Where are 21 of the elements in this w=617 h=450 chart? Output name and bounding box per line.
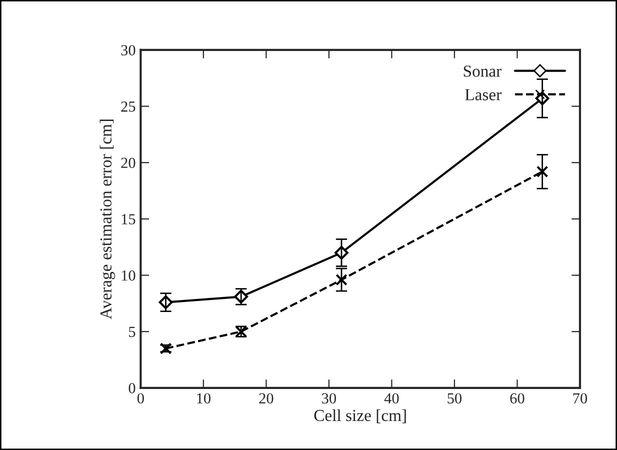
y-axis-title: Average estimation error [cm]	[100, 120, 115, 320]
y-tick-label: 30	[121, 45, 136, 56]
y-tick-label: 10	[122, 270, 136, 281]
y-tick-label: 5	[129, 326, 136, 338]
x-tick-label: 50	[448, 393, 462, 404]
y-tick-label: 25	[121, 101, 136, 112]
point	[536, 166, 548, 178]
legend-label: Laser	[465, 89, 502, 100]
x-tick-label: 20	[259, 393, 274, 404]
point	[336, 274, 348, 286]
x-tick-label: 40	[384, 393, 399, 404]
x-tick-label: 60	[510, 393, 524, 404]
y-tick-label: 15	[122, 214, 136, 224]
x-axis-title: Cell size [cm]	[314, 409, 406, 424]
x-tick-label: 30	[322, 393, 336, 404]
x-tick-label: 70	[573, 393, 588, 404]
y-tick-label: 0	[128, 383, 136, 394]
legend-label: Sonar	[464, 66, 502, 77]
y-tick-label: 20	[121, 158, 136, 168]
x-tick-label: 0	[137, 393, 144, 404]
x-tick-label: 10	[197, 393, 210, 404]
